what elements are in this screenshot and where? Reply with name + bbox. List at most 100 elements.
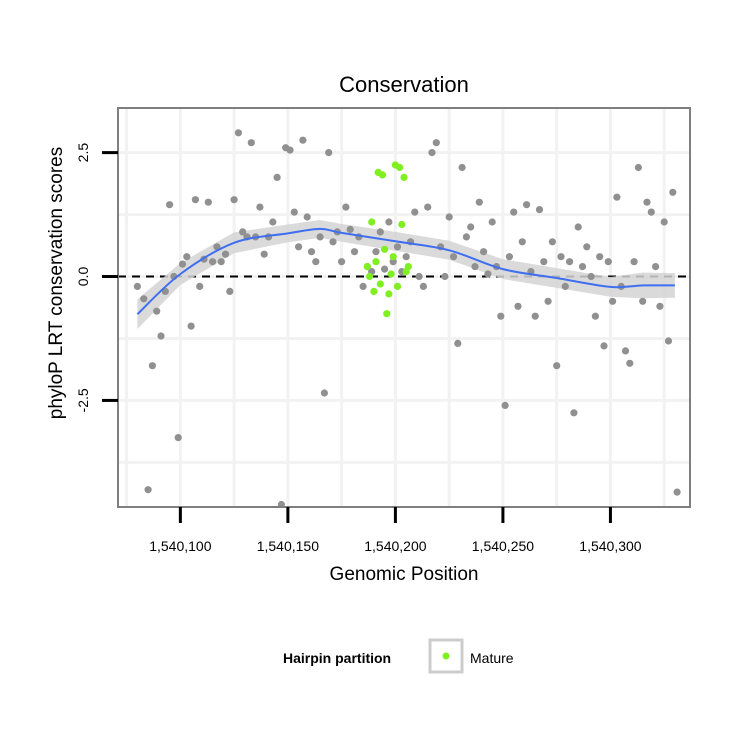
data-point-mature xyxy=(387,270,395,278)
data-point-other xyxy=(621,347,630,355)
data-point-other xyxy=(295,243,303,251)
data-point-other xyxy=(372,248,380,256)
data-point-other xyxy=(488,218,496,226)
data-point-other xyxy=(338,258,346,266)
data-point-other xyxy=(196,282,204,290)
data-point-other xyxy=(307,248,316,256)
data-point-mature xyxy=(400,173,408,181)
data-point-other xyxy=(239,228,247,236)
data-point-other xyxy=(630,258,638,266)
data-point-mature xyxy=(376,280,384,288)
data-point-other xyxy=(359,282,367,290)
data-point-other xyxy=(578,263,587,271)
data-point-other xyxy=(664,337,673,345)
legend-key-box xyxy=(428,638,464,674)
data-point-mature xyxy=(398,220,406,229)
data-point-other xyxy=(133,282,141,290)
data-point-other xyxy=(462,233,470,241)
data-point-other xyxy=(209,258,217,266)
data-point-other xyxy=(553,362,561,370)
data-point-other xyxy=(346,225,354,233)
y-tick-label: 0.0 xyxy=(75,267,91,287)
data-point-other xyxy=(381,265,389,273)
data-point-other xyxy=(178,260,187,268)
data-point-other xyxy=(514,302,522,310)
legend-label-mature: Mature xyxy=(470,650,514,666)
data-point-other xyxy=(402,253,410,261)
data-point-other xyxy=(574,223,582,231)
data-point-other xyxy=(325,149,333,157)
data-point-other xyxy=(544,297,552,305)
data-point-other xyxy=(475,198,483,206)
data-point-other xyxy=(260,250,268,258)
data-point-other xyxy=(626,359,634,367)
data-point-other xyxy=(639,297,647,305)
panel-background xyxy=(118,108,690,507)
data-point-other xyxy=(613,193,621,201)
data-point-other xyxy=(166,201,174,209)
data-point-mature xyxy=(396,163,404,172)
data-point-other xyxy=(217,258,225,266)
data-point-other xyxy=(643,198,651,206)
data-point-other xyxy=(523,201,531,209)
data-point-other xyxy=(342,203,350,211)
data-point-other xyxy=(484,270,492,278)
data-point-other xyxy=(376,228,384,236)
data-point-other xyxy=(204,198,212,206)
data-point-other xyxy=(140,295,148,303)
x-tick-label: 1,540,150 xyxy=(257,538,319,554)
data-point-other xyxy=(174,434,182,442)
data-point-other xyxy=(557,253,565,261)
data-point-other xyxy=(187,322,195,330)
data-point-other xyxy=(428,149,436,157)
data-point-mature xyxy=(404,263,412,271)
data-point-other xyxy=(600,342,608,350)
chart-title: Conservation xyxy=(339,72,469,97)
data-point-other xyxy=(290,208,298,216)
data-point-other xyxy=(299,136,307,144)
data-point-other xyxy=(144,486,152,494)
data-point-other xyxy=(609,297,617,305)
data-point-other xyxy=(497,312,505,320)
data-point-other xyxy=(153,307,161,315)
data-point-other xyxy=(587,272,595,281)
data-point-other xyxy=(148,362,156,370)
data-point-other xyxy=(385,218,393,226)
data-point-other xyxy=(591,312,600,320)
data-point-mature xyxy=(385,290,393,298)
data-point-other xyxy=(454,339,462,347)
data-point-other xyxy=(561,282,569,290)
data-point-other xyxy=(157,332,165,340)
data-point-other xyxy=(458,163,466,172)
data-point-other xyxy=(604,258,612,266)
data-point-other xyxy=(256,203,264,211)
data-point-other xyxy=(419,282,427,290)
data-point-other xyxy=(548,238,557,246)
data-point-other xyxy=(316,233,324,241)
data-point-other xyxy=(441,272,449,281)
data-point-other xyxy=(510,208,518,216)
data-point-other xyxy=(445,213,453,221)
data-point-other xyxy=(432,139,440,147)
x-tick-label: 1,540,300 xyxy=(579,538,641,554)
data-point-other xyxy=(269,218,277,226)
x-tick-label: 1,540,250 xyxy=(472,538,534,554)
data-point-other xyxy=(247,139,255,147)
smooth-confidence-band xyxy=(137,220,675,330)
data-point-other xyxy=(183,253,191,261)
legend-key-mature xyxy=(442,652,450,660)
data-point-other xyxy=(234,129,242,137)
x-tick-label: 1,540,100 xyxy=(149,538,211,554)
data-point-other xyxy=(660,218,668,226)
data-point-other xyxy=(467,223,475,231)
y-tick-label: -2.5 xyxy=(75,388,91,412)
data-point-other xyxy=(583,243,591,251)
data-point-other xyxy=(673,488,681,496)
data-point-other xyxy=(411,208,419,216)
data-point-other xyxy=(656,302,664,310)
data-point-other xyxy=(518,238,526,246)
data-point-other xyxy=(424,203,432,211)
data-point-other xyxy=(230,196,238,204)
x-tick-label: 1,540,200 xyxy=(364,538,426,554)
data-point-mature xyxy=(389,253,397,261)
